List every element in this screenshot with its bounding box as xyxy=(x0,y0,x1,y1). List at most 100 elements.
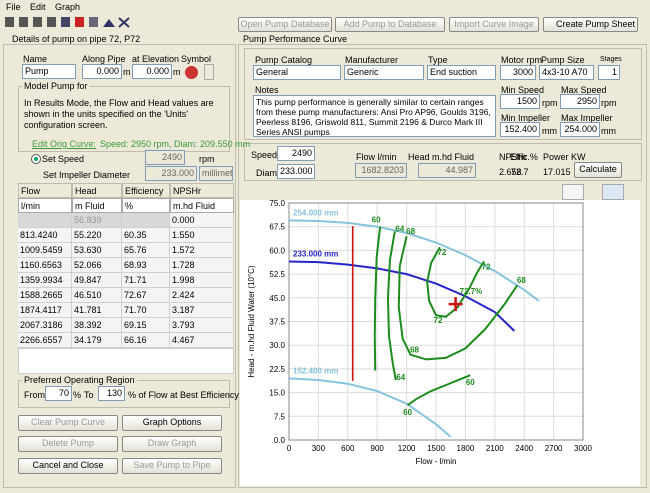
zoom-button[interactable] xyxy=(602,184,624,200)
button[interactable]: Save Pump to Pipe xyxy=(122,458,222,474)
y-tick-label: 0.0 xyxy=(274,436,286,445)
table-cell: 65.76 xyxy=(122,243,170,258)
table-cell: 56.839 xyxy=(72,213,122,228)
symbol-spinner[interactable] xyxy=(204,64,214,80)
input-field[interactable]: End suction xyxy=(427,65,496,80)
input-field[interactable]: 2950 xyxy=(560,94,600,109)
input-field[interactable]: 4x3-10 A70 xyxy=(539,65,594,80)
label: at Elevation xyxy=(132,54,180,64)
button[interactable]: Delete Pump xyxy=(18,436,118,452)
y-tick-label: 75.0 xyxy=(269,200,285,208)
curve xyxy=(386,231,397,381)
curve-label: 152.400 mm xyxy=(293,366,338,375)
set-speed-radio[interactable] xyxy=(31,154,41,164)
curve-label: 68 xyxy=(517,276,526,285)
button[interactable]: Draw Graph xyxy=(122,436,222,452)
calc-group xyxy=(244,143,642,181)
label: Motor rpm xyxy=(501,55,543,65)
catalog-group xyxy=(244,48,642,140)
image-button[interactable] xyxy=(562,184,584,200)
button[interactable]: Add Pump to Database xyxy=(335,17,445,32)
performance-panel xyxy=(238,44,647,488)
x-tick-label: 1200 xyxy=(398,444,416,453)
curve xyxy=(426,246,485,318)
label: Pump Catalog xyxy=(255,55,313,65)
input-field[interactable]: 70 xyxy=(45,386,72,401)
input-field[interactable]: 2490 xyxy=(277,146,315,161)
model-group xyxy=(18,86,230,152)
bep-label: 72.7% xyxy=(460,287,483,296)
button[interactable]: Import Curve Image xyxy=(449,17,539,32)
button[interactable]: Open Pump Database xyxy=(238,17,332,32)
input-field[interactable]: 130 xyxy=(98,386,125,401)
x-tick-label: 2100 xyxy=(486,444,504,453)
table-cell: 49.847 xyxy=(72,273,122,288)
x-tick-label: 1500 xyxy=(427,444,445,453)
input-field[interactable]: General xyxy=(253,65,341,80)
label: Details of pump on pipe 72, P72 xyxy=(12,34,141,44)
table-cell: 69.15 xyxy=(122,318,170,333)
input-field[interactable]: 233.000 xyxy=(277,164,315,179)
table-cell: 3.793 xyxy=(170,318,234,333)
label: Edit xyxy=(30,2,46,12)
label: Preferred Operating Region xyxy=(22,375,137,385)
table-cell: 38.392 xyxy=(72,318,122,333)
label: File xyxy=(6,2,21,12)
curve-label: 72 xyxy=(482,262,491,271)
curve-label: 64 xyxy=(395,224,404,233)
table-cell: 52.066 xyxy=(72,258,122,273)
input-field[interactable]: Generic xyxy=(344,65,424,80)
label: Symbol xyxy=(181,54,212,64)
curve xyxy=(288,260,516,332)
curve xyxy=(406,374,471,407)
curve-label: 72 xyxy=(434,316,443,325)
button[interactable]: Calculate xyxy=(574,162,622,178)
table-cell: 1160.6563 xyxy=(18,258,72,273)
input-field[interactable]: 44.987 xyxy=(418,163,476,178)
label: Graph xyxy=(55,2,81,12)
table-cell xyxy=(18,213,72,228)
button[interactable]: Cancel and Close xyxy=(18,458,118,474)
input-field[interactable]: millimetre xyxy=(199,166,233,181)
input-field[interactable]: 0.000 xyxy=(132,64,172,79)
table-cell: 55.220 xyxy=(72,228,122,243)
input-field[interactable]: 3000 xyxy=(500,65,536,80)
label: Manufacturer xyxy=(345,55,399,65)
input-field[interactable]: 1682.8203 xyxy=(355,163,407,178)
symbol-icon[interactable] xyxy=(185,66,198,79)
table-cell: NPSHr xyxy=(170,183,234,198)
x-tick-label: 0 xyxy=(287,444,292,453)
input-field[interactable]: Pump xyxy=(22,64,76,79)
input-field[interactable]: 0.000 xyxy=(82,64,122,79)
input-field[interactable]: 233.000 xyxy=(145,166,197,181)
y-tick-label: 45.0 xyxy=(269,294,285,303)
label: Min Speed xyxy=(501,85,545,95)
table-cell: Flow xyxy=(18,183,72,198)
button[interactable]: Graph Options xyxy=(122,415,222,431)
y-tick-label: 30.0 xyxy=(269,341,285,350)
icons xyxy=(5,17,130,28)
table-cell: 1588.2665 xyxy=(18,288,72,303)
curve-label: 72 xyxy=(437,248,446,257)
curve xyxy=(288,219,540,302)
input-field[interactable]: This pump performance is generally simil… xyxy=(253,95,496,137)
table-cell: 1.728 xyxy=(170,258,234,273)
table-empty-area xyxy=(18,348,234,374)
label: m xyxy=(173,67,181,77)
label: mm xyxy=(601,126,616,136)
label: rpm xyxy=(199,154,215,164)
label: Edit Orig Curve: xyxy=(32,139,97,149)
input-field[interactable]: 1 xyxy=(598,65,620,80)
input-field[interactable]: 254.000 xyxy=(560,122,600,137)
button[interactable]: Create Pump Sheet xyxy=(543,17,638,32)
input-field[interactable]: 152.400 xyxy=(500,122,540,137)
button[interactable]: Clear Pump Curve xyxy=(18,415,118,431)
table-cell: 60.35 xyxy=(122,228,170,243)
table-cell: m Fluid xyxy=(72,198,122,213)
y-tick-label: 52.5 xyxy=(269,270,285,279)
input-field[interactable]: 2490 xyxy=(145,150,185,165)
label: Max Speed xyxy=(561,85,607,95)
input-field[interactable]: 1500 xyxy=(500,94,540,109)
x-tick-label: 2400 xyxy=(515,444,533,453)
table-cell: 1.550 xyxy=(170,228,234,243)
